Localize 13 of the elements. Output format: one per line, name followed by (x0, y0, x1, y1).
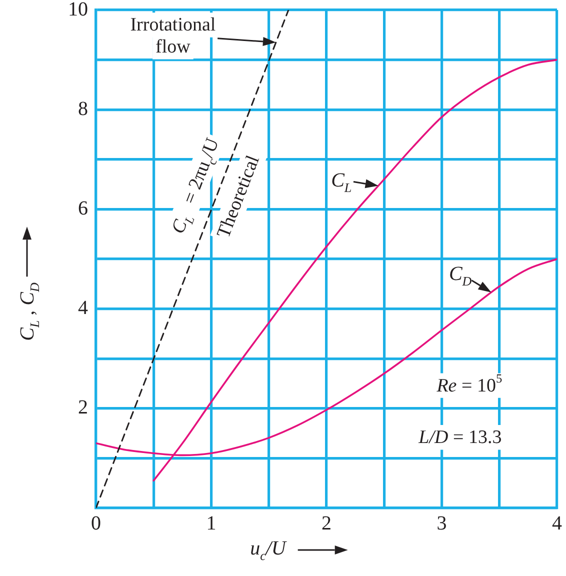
annotation: L/D = 13.3 (418, 427, 502, 448)
y-tick-label: 2 (78, 396, 88, 419)
x-tick-label: 3 (436, 512, 447, 534)
y-tick-label: 8 (78, 98, 88, 120)
annotation: Irrotational flow (130, 14, 216, 58)
x-tick-label: 4 (552, 512, 562, 534)
y-tick-label: 4 (78, 297, 88, 320)
x-tick-label: 0 (91, 512, 101, 534)
x-tick-label: 2 (322, 512, 332, 534)
y-tick-label: 6 (78, 197, 88, 220)
x-tick-label: 1 (206, 512, 216, 534)
y-axis-title: CL , CD (16, 282, 42, 341)
y-tick-label: 10 (68, 0, 88, 20)
